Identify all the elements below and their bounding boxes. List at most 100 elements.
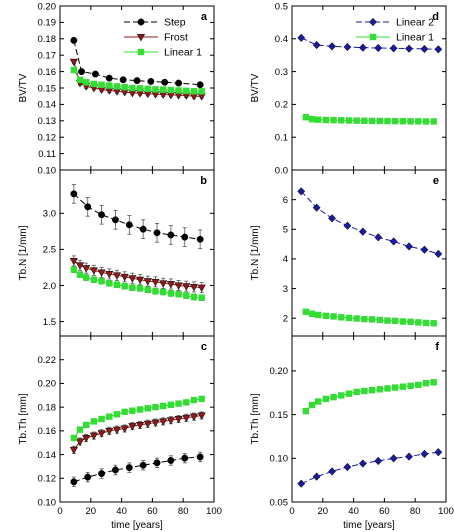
y-tick-label: 1.5 [43,317,56,328]
data-point [89,432,99,441]
series-linear-2 [297,33,443,54]
y-tick-label: 0.2 [275,100,288,111]
data-point [391,117,399,125]
legend-marker [136,34,146,42]
data-point [97,269,106,278]
data-point [420,449,429,459]
data-point [415,319,422,326]
data-point [174,416,183,424]
legend: Step Frost Linear 1 [124,17,202,59]
y-tick-label: 3.0 [43,209,56,220]
data-point [183,399,190,406]
data-point [70,478,78,486]
data-point [399,117,407,125]
y-tick-label: 0.20 [38,379,57,390]
data-point [159,418,168,426]
data-point [106,280,113,287]
data-point [159,288,167,296]
data-point [106,82,113,89]
data-point [125,464,133,472]
data-point [70,190,78,198]
panel-e: 2 3 4 5 6 Tb.N [1/mm] e [250,169,447,337]
y-tick-label: 0.17 [38,51,57,62]
series-line [73,40,201,86]
data-point [70,66,78,74]
data-point [70,434,78,442]
x-tick-label: 100 [206,506,222,517]
data-point [82,265,91,273]
data-point [330,313,337,320]
data-point [196,453,204,461]
data-point [159,402,167,410]
data-point [76,76,84,83]
data-point [105,427,114,436]
y-axis-label: Tb.Th [mm] [18,393,29,444]
y-tick-label: 2.0 [43,281,56,292]
data-point [129,407,136,414]
y-tick-label: 0.4 [275,34,288,45]
data-point [97,430,106,438]
data-point [361,117,368,124]
y-tick-label: 0.16 [38,67,57,78]
data-point [312,472,321,481]
data-point [358,459,367,468]
x-axis-label: time [years] [343,520,395,531]
data-point [143,278,152,286]
series-line [73,193,201,240]
data-point [82,435,91,443]
y-tick-label: 0.10 [38,165,57,176]
data-point [129,284,136,291]
data-point [121,408,128,416]
panel-b: 1.5 2.0 2.5 3.0 Tb.N [1/mm] b [18,169,215,337]
data-point [105,74,113,82]
data-point [391,317,399,325]
data-point [135,421,145,430]
data-point [139,461,147,469]
y-tick-label: 6 [283,195,288,206]
data-point [174,282,183,290]
data-point [314,311,322,319]
series-step [70,36,204,89]
data-point [106,413,113,420]
data-point [338,392,345,399]
data-point [198,395,205,403]
data-point [121,83,128,91]
data-point [361,387,368,395]
data-point [368,117,376,125]
data-point [147,77,155,85]
y-tick-label: 0.20 [38,1,57,12]
data-point [82,421,90,429]
data-point [415,381,422,389]
data-point [322,116,330,124]
data-point [75,438,85,447]
data-point [196,81,204,89]
y-tick-label: 0.05 [270,497,289,508]
data-point [358,43,367,52]
data-point [98,277,105,285]
data-point [183,292,190,299]
data-point [312,203,321,212]
series-line [301,37,439,50]
data-point [166,417,176,425]
data-point [152,86,159,93]
panel-label: b [200,175,207,187]
series-step [70,451,204,487]
y-axis-label: Tb.Th [mm] [250,393,261,444]
legend-label: Frost [164,32,188,44]
data-point [144,405,151,412]
data-point [125,221,133,229]
data-point [420,44,429,54]
data-point [112,426,122,435]
x-tick-label: 60 [147,506,158,517]
series-frost [69,411,206,455]
series-linear-1 [302,379,437,415]
y-tick-label: 0.22 [38,355,57,366]
data-point [399,318,407,325]
data-point [136,85,144,92]
data-point [82,274,90,281]
y-tick-label: 0.12 [38,133,57,144]
data-point [376,117,383,125]
y-tick-label: 0.14 [38,450,57,461]
y-tick-label: 0.20 [270,366,289,377]
